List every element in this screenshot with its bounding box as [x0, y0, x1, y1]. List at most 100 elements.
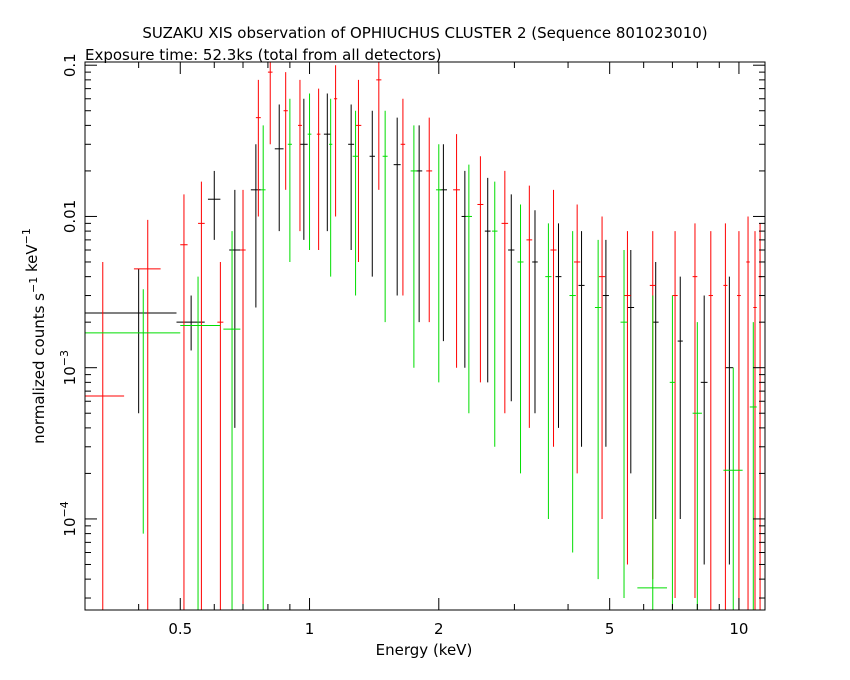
data-point: [287, 98, 292, 262]
axis-layer: 0.5 1 2 5 10 10−4 10−3 0.01 0.1: [58, 53, 765, 638]
data-point: [461, 170, 469, 368]
x-tick-label: 0.5: [168, 620, 192, 638]
series-1: [85, 62, 762, 610]
data-point: [283, 72, 288, 190]
data-point: [260, 125, 266, 610]
data-point: [223, 231, 241, 610]
ticks: [84, 62, 765, 610]
data-point: [484, 177, 491, 383]
data-point: [426, 117, 433, 323]
data-point: [297, 79, 302, 232]
data-point: [299, 98, 308, 240]
data-point: [574, 204, 581, 474]
data-point: [217, 261, 224, 610]
data-point: [725, 276, 734, 565]
data-point: [749, 322, 757, 610]
data-point: [477, 156, 484, 383]
data-point: [672, 231, 678, 599]
x-axis-label: Energy (keV): [376, 641, 473, 659]
data-point: [491, 181, 498, 447]
y-tick-label: 10−4: [58, 501, 79, 536]
data-point: [545, 223, 552, 519]
data-point: [708, 231, 713, 610]
data-point: [85, 268, 177, 414]
data-point: [746, 216, 750, 610]
chart-title: SUZAKU XIS observation of OPHIUCHUS CLUS…: [142, 24, 707, 42]
series-2: [85, 93, 757, 610]
data-point: [627, 250, 635, 474]
data-point: [508, 194, 515, 402]
data-point: [435, 144, 442, 383]
data-point: [602, 239, 609, 447]
data-point: [198, 181, 205, 610]
data-point: [352, 110, 359, 296]
data-point: [133, 219, 161, 610]
data-point: [255, 79, 261, 217]
y-tick-label: 10−3: [58, 350, 79, 385]
data-point: [355, 79, 362, 262]
data-point: [723, 223, 728, 610]
x-tick-label: 10: [729, 620, 748, 638]
y-tick-label: 0.01: [61, 200, 79, 233]
data-point: [532, 210, 538, 414]
data-point: [410, 125, 418, 368]
data-point: [737, 231, 741, 610]
data-point: [328, 98, 333, 277]
data-point: [652, 261, 659, 519]
data-point: [85, 289, 181, 534]
x-tick-label: 5: [605, 620, 615, 638]
data-point: [369, 110, 375, 277]
chart-subtitle: Exposure time: 52.3ks (total from all de…: [85, 46, 441, 64]
data-point: [620, 250, 628, 599]
data-point: [240, 189, 246, 610]
data-point: [323, 93, 331, 232]
data-point: [517, 204, 524, 474]
data-point: [180, 194, 188, 610]
data-point: [555, 223, 562, 428]
data-point: [526, 185, 533, 428]
data-point: [348, 104, 355, 251]
data-point: [453, 134, 460, 368]
data-point: [594, 239, 602, 580]
data-layer: [85, 62, 762, 610]
data-point: [569, 231, 576, 553]
data-point: [692, 322, 702, 610]
data-point: [229, 189, 241, 428]
series-0: [85, 93, 734, 565]
data-point: [85, 261, 125, 610]
data-point: [274, 104, 284, 232]
data-point: [376, 62, 382, 190]
data-point: [316, 88, 321, 251]
data-point: [700, 295, 708, 565]
data-point: [267, 62, 273, 145]
data-point: [677, 276, 683, 519]
data-point: [637, 295, 668, 610]
x-tick-label: 1: [305, 620, 315, 638]
data-point: [416, 125, 423, 323]
y-tick-label: 0.1: [61, 53, 79, 77]
data-point: [207, 170, 221, 240]
plot-frame: [84, 61, 766, 611]
data-point: [465, 164, 473, 414]
data-point: [250, 144, 261, 308]
data-point: [393, 117, 401, 296]
data-point: [598, 216, 606, 519]
data-point: [669, 295, 676, 610]
data-point: [382, 110, 388, 323]
data-point: [180, 276, 221, 610]
data-point: [307, 93, 312, 251]
data-point: [692, 223, 698, 599]
data-point: [400, 98, 406, 296]
data-point: [753, 231, 757, 610]
y-axis-label: normalized counts s−1 keV−1: [20, 228, 48, 444]
x-tick-label: 2: [434, 620, 444, 638]
data-point: [550, 189, 557, 447]
data-point: [333, 65, 338, 217]
data-point: [624, 231, 631, 565]
data-point: [578, 231, 585, 447]
data-point: [501, 170, 509, 414]
data-point: [723, 367, 743, 610]
data-point: [439, 144, 448, 342]
data-point: [176, 295, 205, 351]
